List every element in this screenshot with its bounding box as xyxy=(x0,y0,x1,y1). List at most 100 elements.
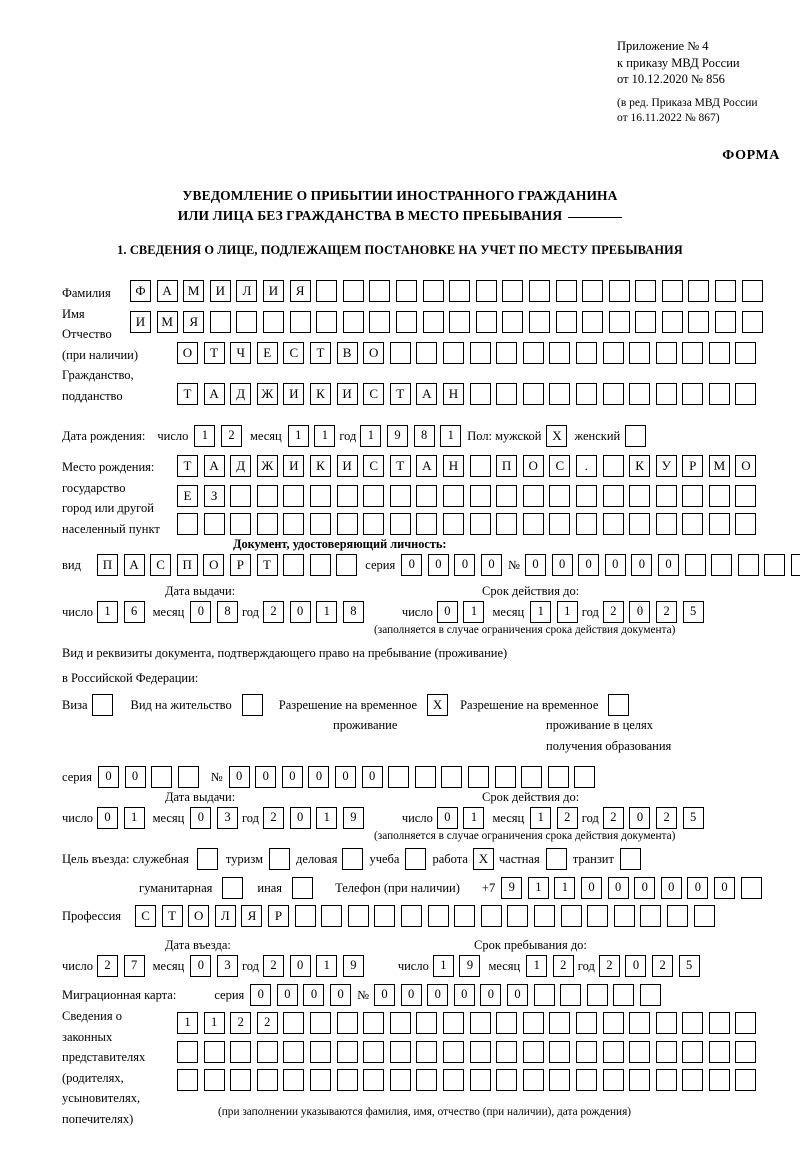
cell[interactable]: О xyxy=(735,455,757,477)
cell[interactable]: 9 xyxy=(342,955,364,977)
cell[interactable] xyxy=(560,984,582,1006)
cell[interactable]: 1 xyxy=(463,807,485,829)
cell[interactable]: Я xyxy=(241,905,263,927)
cell[interactable]: О xyxy=(203,554,225,576)
checkbox-temp-residence[interactable]: X xyxy=(427,694,449,716)
cell[interactable] xyxy=(336,1069,358,1091)
cell[interactable]: 0 xyxy=(581,877,602,899)
cell[interactable] xyxy=(347,905,369,927)
checkbox-female[interactable] xyxy=(625,425,647,447)
cell[interactable] xyxy=(682,1069,704,1091)
cell[interactable] xyxy=(230,1041,252,1063)
cell[interactable]: Т xyxy=(389,455,411,477)
cell[interactable] xyxy=(496,342,518,364)
cell[interactable] xyxy=(688,280,710,302)
cell[interactable] xyxy=(442,485,464,507)
cell[interactable] xyxy=(230,1069,252,1091)
checkbox-purpose-private[interactable] xyxy=(545,848,567,870)
cell[interactable] xyxy=(388,766,410,788)
cell[interactable]: 2 xyxy=(656,601,678,623)
cell[interactable]: 0 xyxy=(436,807,458,829)
cell[interactable] xyxy=(655,485,677,507)
cell[interactable] xyxy=(522,342,544,364)
cell[interactable]: 0 xyxy=(480,984,502,1006)
cell[interactable]: 0 xyxy=(400,984,422,1006)
cell[interactable] xyxy=(655,513,677,535)
cell[interactable] xyxy=(496,383,518,405)
cell[interactable]: 1 xyxy=(530,601,552,623)
cell[interactable] xyxy=(442,1012,464,1034)
cell[interactable] xyxy=(389,485,411,507)
cell[interactable] xyxy=(449,280,471,302)
cell[interactable]: 2 xyxy=(556,807,578,829)
cell[interactable] xyxy=(522,383,544,405)
cell[interactable] xyxy=(582,280,604,302)
cell[interactable]: Д xyxy=(230,455,252,477)
cell[interactable] xyxy=(741,311,763,333)
cell[interactable] xyxy=(236,311,258,333)
cell[interactable]: И xyxy=(130,311,151,333)
cell[interactable]: 1 xyxy=(526,955,548,977)
cell[interactable] xyxy=(177,766,199,788)
cell[interactable] xyxy=(575,342,597,364)
cell[interactable] xyxy=(416,485,438,507)
cell[interactable]: Т xyxy=(177,455,198,477)
cell[interactable] xyxy=(442,342,464,364)
cell[interactable]: 0 xyxy=(607,877,629,899)
cell[interactable] xyxy=(682,485,704,507)
cell[interactable] xyxy=(682,1012,704,1034)
cell[interactable]: О xyxy=(188,905,210,927)
cell[interactable] xyxy=(629,342,651,364)
cell[interactable] xyxy=(555,280,577,302)
checkbox-male[interactable]: X xyxy=(546,425,568,447)
cell[interactable] xyxy=(560,905,582,927)
cell[interactable] xyxy=(283,1041,305,1063)
cell[interactable]: 0 xyxy=(427,984,449,1006)
cell[interactable] xyxy=(442,513,464,535)
cell[interactable] xyxy=(737,554,759,576)
cell[interactable] xyxy=(395,311,417,333)
cell[interactable] xyxy=(555,311,577,333)
cell[interactable]: 0 xyxy=(190,807,212,829)
cell[interactable] xyxy=(790,554,800,576)
cell[interactable] xyxy=(321,905,343,927)
cell[interactable]: 1 xyxy=(123,807,145,829)
cell[interactable]: 2 xyxy=(256,1012,278,1034)
cell[interactable] xyxy=(629,485,651,507)
cell[interactable]: П xyxy=(96,554,118,576)
cell[interactable]: 0 xyxy=(634,877,656,899)
cell[interactable] xyxy=(336,1012,358,1034)
cell[interactable] xyxy=(740,877,762,899)
cell[interactable]: Р xyxy=(682,455,704,477)
cell[interactable] xyxy=(629,1012,651,1034)
cell[interactable]: С xyxy=(363,383,385,405)
cell[interactable] xyxy=(469,1012,491,1034)
cell[interactable]: И xyxy=(283,383,305,405)
cell[interactable]: 3 xyxy=(216,807,238,829)
cell[interactable]: 0 xyxy=(124,766,146,788)
cell[interactable]: 0 xyxy=(657,554,679,576)
cell[interactable] xyxy=(336,554,358,576)
cell[interactable] xyxy=(688,311,710,333)
cell[interactable] xyxy=(502,280,524,302)
cell[interactable] xyxy=(283,1069,305,1091)
cell[interactable]: 0 xyxy=(604,554,626,576)
cell[interactable] xyxy=(735,1012,757,1034)
cell[interactable]: И xyxy=(262,280,284,302)
cell[interactable] xyxy=(547,766,569,788)
cell[interactable] xyxy=(635,280,657,302)
cell[interactable] xyxy=(389,1012,411,1034)
cell[interactable]: Т xyxy=(161,905,183,927)
cell[interactable] xyxy=(442,1041,464,1063)
cell[interactable] xyxy=(494,766,516,788)
cell[interactable]: А xyxy=(203,455,225,477)
cell[interactable] xyxy=(389,1041,411,1063)
cell[interactable] xyxy=(549,1041,571,1063)
cell[interactable]: Я xyxy=(289,280,311,302)
cell[interactable]: Т xyxy=(203,342,225,364)
cell[interactable] xyxy=(203,1069,225,1091)
cell[interactable] xyxy=(575,1041,597,1063)
cell[interactable]: Е xyxy=(177,485,198,507)
cell[interactable]: У xyxy=(655,455,677,477)
cell[interactable]: 5 xyxy=(678,955,700,977)
